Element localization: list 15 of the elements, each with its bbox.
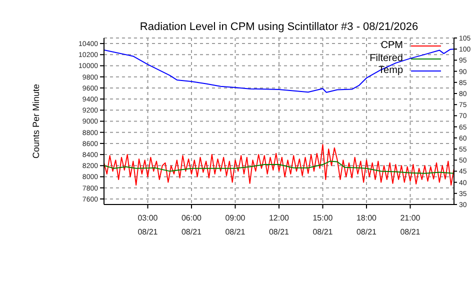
x-tick-label: 15:00 08/21 [312, 214, 334, 236]
x-tick-label: 06:00 08/21 [181, 214, 202, 236]
line-series [104, 144, 454, 186]
x-tick-label: 12:00 08/21 [268, 214, 290, 236]
x-tick-label: 09:00 08/21 [225, 214, 246, 236]
x-tick-label: 03:00 08/21 [138, 214, 158, 236]
legend-label: Filtered [370, 52, 403, 65]
line-series [104, 48, 454, 93]
legend-label: Temp [378, 65, 403, 78]
line-series [104, 160, 454, 174]
x-tick-label: 18:00 08/21 [356, 214, 378, 236]
y-axis-title: Counts Per Minute [31, 84, 42, 159]
legend-label: CPM [380, 40, 403, 52]
x-tick-label: 21:00 08/21 [400, 214, 421, 236]
chart-title: Radiation Level in CPM using Scintillator #3 - 08/21/2026 [138, 21, 420, 33]
